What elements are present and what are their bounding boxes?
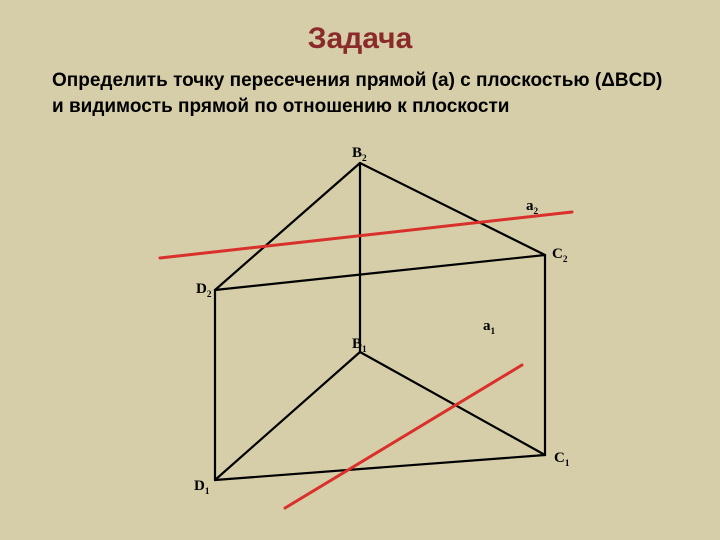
line-a2 xyxy=(160,212,572,258)
edge-B2-C2 xyxy=(360,163,545,255)
solid-edges xyxy=(215,163,545,480)
label-B2: B2 xyxy=(352,145,367,164)
edge-D1-C1 xyxy=(215,455,545,480)
edge-B2-D2 xyxy=(215,163,360,290)
label-C1: C1 xyxy=(554,450,570,469)
label-a1: a1 xyxy=(483,318,496,337)
label-C2: C2 xyxy=(552,246,568,265)
edge-D1-B1 xyxy=(215,352,360,480)
edge-D2-C2 xyxy=(215,255,545,290)
label-a2: a2 xyxy=(526,198,539,217)
label-D2: D2 xyxy=(196,281,212,300)
line-a xyxy=(160,212,572,508)
geometry-diagram: B2C2D2B1C1D1a2a1 xyxy=(0,0,720,540)
label-D1: D1 xyxy=(194,478,210,497)
point-labels: B2C2D2B1C1D1a2a1 xyxy=(194,145,570,497)
